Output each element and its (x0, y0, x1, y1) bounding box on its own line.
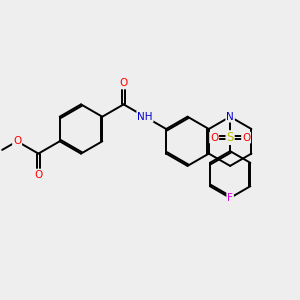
Text: O: O (242, 133, 250, 142)
Text: O: O (210, 133, 218, 142)
Text: N: N (226, 112, 234, 122)
Text: F: F (227, 193, 233, 203)
Text: NH: NH (137, 112, 153, 122)
Text: O: O (34, 169, 43, 179)
Text: O: O (13, 136, 21, 146)
Text: S: S (226, 131, 234, 144)
Text: O: O (119, 79, 128, 88)
